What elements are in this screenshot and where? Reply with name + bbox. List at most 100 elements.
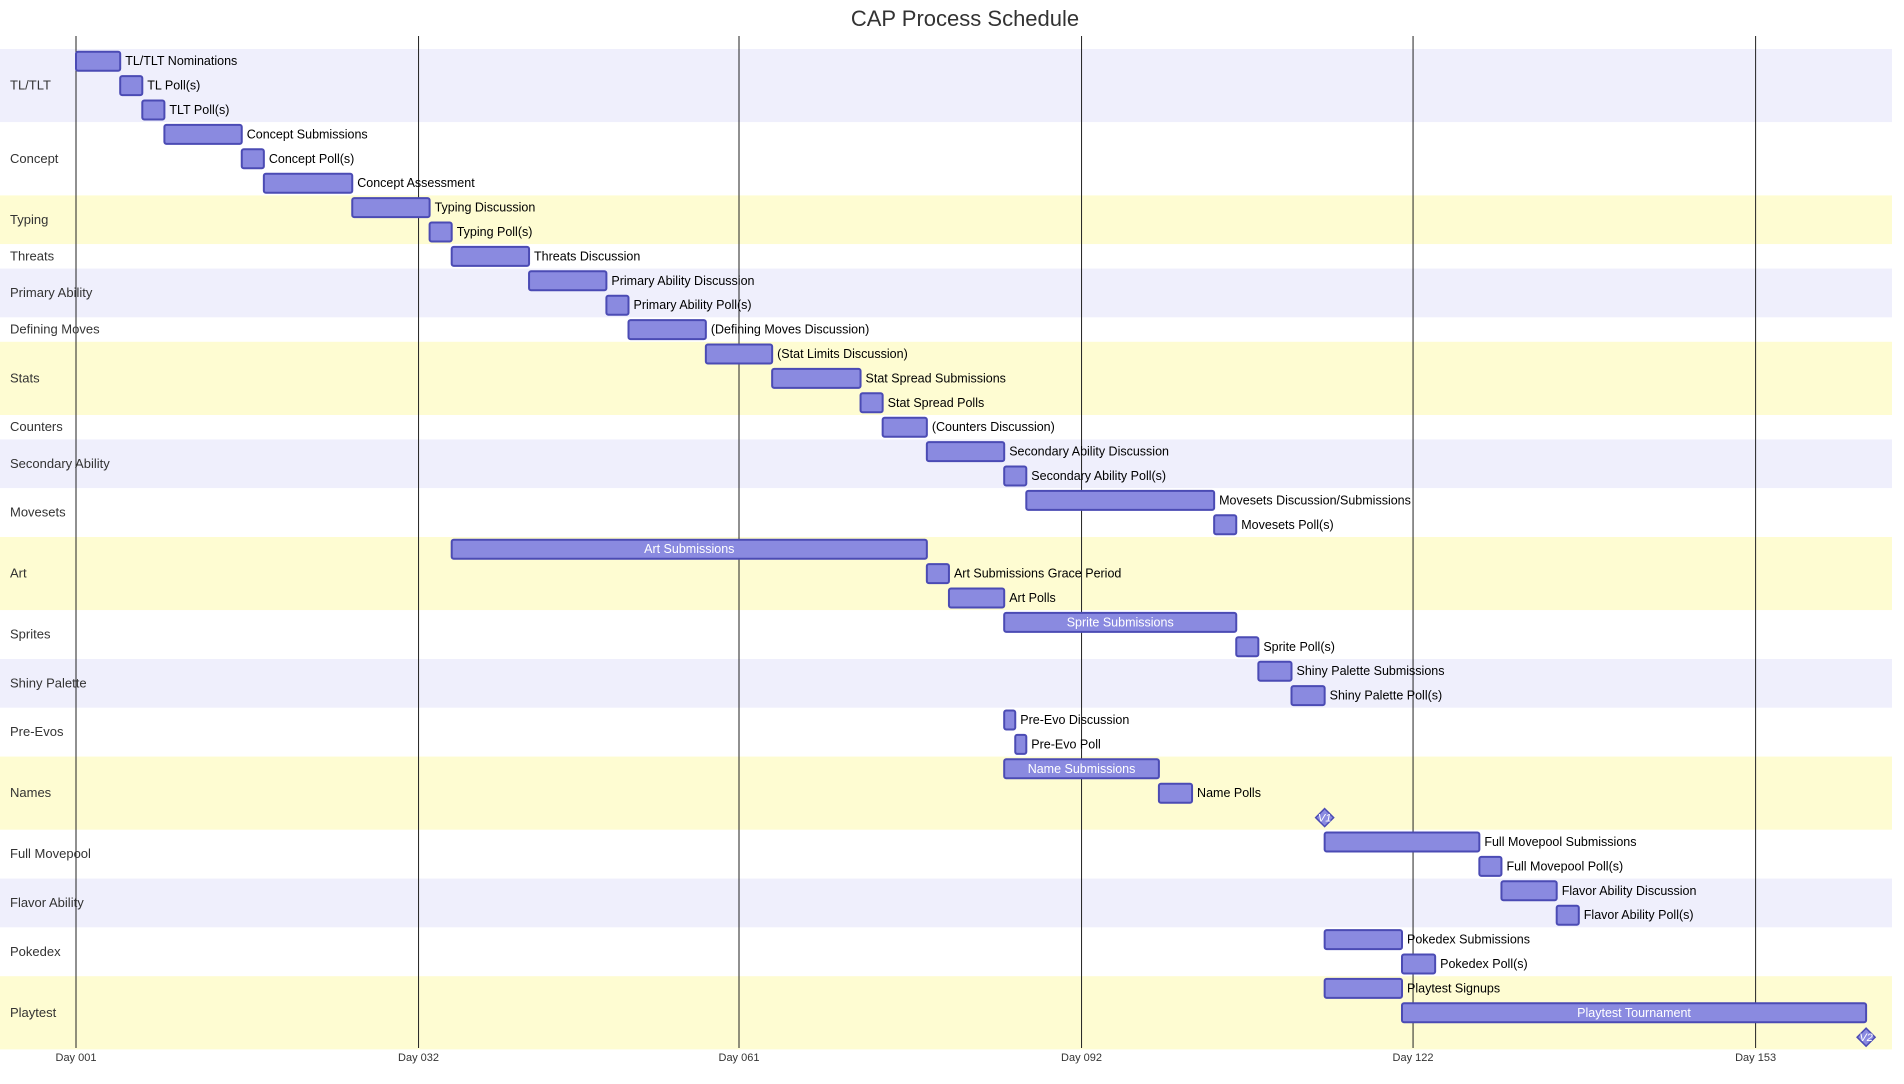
task-label-tl-tlt-nominations: TL/TLT Nominations	[125, 54, 237, 68]
task-label-movesets-discussion-submissions: Movesets Discussion/Submissions	[1219, 493, 1411, 507]
task-bar-typing-discussion	[351, 197, 431, 219]
section-band-movesets	[0, 488, 1892, 537]
task-bar-name-submissions	[1003, 758, 1160, 780]
task-label-pokedex-submissions: Pokedex Submissions	[1407, 933, 1530, 947]
task-bar-flavor-ability-discussion	[1500, 880, 1558, 902]
task-bar-art-polls	[947, 587, 1006, 609]
tick-label-day-001: Day 001	[56, 1052, 97, 1064]
section-label-secondary-ability: Secondary Ability	[10, 456, 110, 471]
section-label-defining-moves: Defining Moves	[10, 322, 100, 337]
task-label-threats-discussion: Threats Discussion	[534, 249, 640, 263]
milestone-label-v2: V2	[1859, 1032, 1872, 1044]
task-label-stat-spread-polls: Stat Spread Polls	[888, 396, 985, 410]
task-label-typing-discussion: Typing Discussion	[435, 201, 536, 215]
task-label-pre-evo-poll: Pre-Evo Poll	[1031, 737, 1100, 751]
task-label-tl-poll-s: TL Poll(s)	[147, 79, 200, 93]
task-bars: TL/TLT Nominations TL Poll(s) TLT Poll(s) C…	[75, 50, 1877, 1048]
section-label-full-movepool: Full Movepool	[10, 846, 91, 861]
task-label-full-movepool-poll-s: Full Movepool Poll(s)	[1506, 859, 1623, 873]
section-label-threats: Threats	[10, 248, 55, 263]
task-bar-movesets-poll-s	[1213, 514, 1238, 536]
task-bar-art-submissions-grace-period	[925, 563, 950, 585]
section-label-stats: Stats	[10, 370, 40, 385]
task-label-pokedex-poll-s: Pokedex Poll(s)	[1440, 957, 1528, 971]
task-label-movesets-poll-s: Movesets Poll(s)	[1241, 518, 1333, 532]
task-bar-sprite-submissions	[1003, 611, 1238, 633]
section-band-full-movepool	[0, 829, 1892, 879]
section-label-sprites: Sprites	[10, 627, 51, 642]
task-bar-playtest-tournament	[1401, 1002, 1868, 1024]
task-label-typing-poll-s: Typing Poll(s)	[457, 225, 533, 239]
tick-label-day-153: Day 153	[1735, 1052, 1776, 1064]
tick-label-day-032: Day 032	[398, 1052, 439, 1064]
section-label-flavor-ability: Flavor Ability	[10, 895, 84, 910]
task-bar-art-submissions	[450, 538, 928, 560]
section-band-primary-ability	[0, 268, 1892, 318]
section-label-tl-tlt: TL/TLT	[10, 78, 51, 93]
task-bar-pre-evo-poll	[1014, 733, 1028, 755]
section-label-art: Art	[10, 566, 27, 581]
section-label-pre-evos: Pre-Evos	[10, 724, 64, 739]
task-label-pre-evo-discussion: Pre-Evo Discussion	[1020, 713, 1129, 727]
section-band-names	[0, 756, 1892, 830]
section-band-typing	[0, 195, 1892, 245]
task-label-stat-limits-discussion: (Stat Limits Discussion)	[777, 347, 908, 361]
task-label-art-submissions-grace-period: Art Submissions Grace Period	[954, 567, 1121, 581]
task-bar-stat-spread-polls	[859, 392, 884, 414]
task-bar-name-polls	[1157, 782, 1194, 804]
task-bar-pokedex-submissions	[1323, 929, 1404, 951]
task-label-sprite-poll-s: Sprite Poll(s)	[1263, 640, 1335, 654]
task-bar-defining-moves-discussion	[627, 319, 707, 341]
task-bar-flavor-ability-poll-s	[1555, 904, 1580, 926]
task-label-primary-ability-discussion: Primary Ability Discussion	[611, 274, 754, 288]
section-band-pre-evos	[0, 707, 1892, 757]
task-bar-pokedex-poll-s	[1401, 953, 1437, 975]
task-label-sprite-submissions: Sprite Submissions	[1067, 615, 1174, 629]
task-bar-concept-poll-s	[240, 148, 265, 170]
task-label-shiny-palette-poll-s: Shiny Palette Poll(s)	[1330, 689, 1443, 703]
task-label-name-polls: Name Polls	[1197, 786, 1261, 800]
task-label-art-polls: Art Polls	[1009, 591, 1056, 605]
task-bar-concept-submissions	[163, 123, 243, 145]
task-label-flavor-ability-poll-s: Flavor Ability Poll(s)	[1584, 908, 1694, 922]
task-label-primary-ability-poll-s: Primary Ability Poll(s)	[634, 298, 752, 312]
section-labels: TL/TLT Concept Typing Threats Primary Abilit…	[10, 78, 110, 1020]
task-label-concept-submissions: Concept Submissions	[247, 127, 368, 141]
task-label-stat-spread-submissions: Stat Spread Submissions	[866, 371, 1006, 385]
task-label-secondary-ability-poll-s: Secondary Ability Poll(s)	[1031, 469, 1166, 483]
task-bar-full-movepool-submissions	[1323, 831, 1481, 853]
task-bar-typing-poll-s	[428, 221, 453, 243]
tick-label-day-092: Day 092	[1061, 1052, 1102, 1064]
task-label-shiny-palette-submissions: Shiny Palette Submissions	[1297, 664, 1445, 678]
section-label-typing: Typing	[10, 212, 48, 227]
task-label-playtest-tournament: Playtest Tournament	[1577, 1006, 1691, 1020]
task-bar-sprite-poll-s	[1235, 636, 1260, 658]
task-bar-full-movepool-poll-s	[1478, 855, 1503, 877]
milestone-v2	[1856, 1027, 1877, 1048]
task-bar-pre-evo-discussion	[1003, 709, 1017, 731]
section-label-shiny-palette: Shiny Palette	[10, 675, 87, 690]
task-bar-shiny-palette-poll-s	[1290, 685, 1326, 707]
task-bar-secondary-ability-discussion	[925, 441, 1006, 463]
task-label-counters-discussion: (Counters Discussion)	[932, 420, 1055, 434]
task-label-full-movepool-submissions: Full Movepool Submissions	[1484, 835, 1636, 849]
task-bar-primary-ability-discussion	[528, 270, 608, 292]
milestone-label-v1: V1	[1318, 813, 1331, 825]
task-bar-counters-discussion	[881, 416, 928, 438]
section-band-shiny-palette	[0, 659, 1892, 708]
task-bar-concept-assessment	[262, 172, 354, 194]
section-label-playtest: Playtest	[10, 1005, 57, 1020]
task-label-flavor-ability-discussion: Flavor Ability Discussion	[1562, 884, 1697, 898]
tick-label-day-061: Day 061	[719, 1052, 760, 1064]
section-band-counters	[0, 415, 1892, 440]
task-bar-playtest-signups	[1323, 977, 1404, 999]
task-bar-primary-ability-poll-s	[605, 294, 630, 316]
task-label-defining-moves-discussion: (Defining Moves Discussion)	[711, 323, 869, 337]
task-bar-threats-discussion	[450, 245, 531, 267]
section-band-threats	[0, 244, 1892, 269]
task-bar-movesets-discussion-submissions	[1025, 489, 1216, 511]
task-bar-stat-limits-discussion	[704, 343, 774, 365]
section-label-movesets: Movesets	[10, 505, 66, 520]
tick-label-day-122: Day 122	[1393, 1052, 1434, 1064]
section-label-primary-ability: Primary Ability	[10, 285, 93, 300]
